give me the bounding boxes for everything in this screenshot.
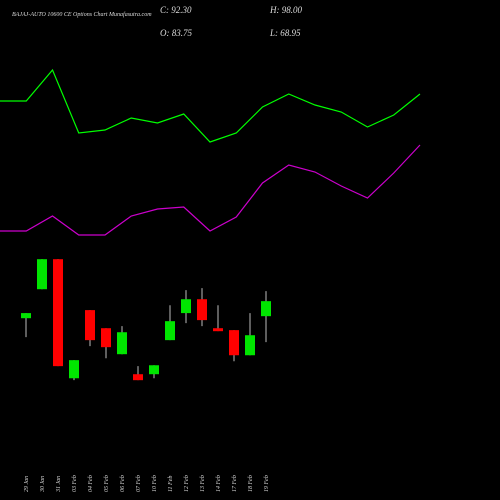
candle-body [261, 301, 271, 317]
x-tick-label: 11 Feb [168, 476, 174, 492]
candle-body [213, 328, 223, 332]
x-tick-label: 30 Jan [40, 476, 46, 493]
info-label: C: 92.30 [160, 5, 192, 15]
candle-body [149, 365, 159, 375]
candle-body [245, 335, 255, 356]
candle-body [21, 313, 31, 319]
candle-body [101, 328, 111, 348]
candle-body [133, 374, 143, 381]
candle-body [37, 259, 47, 290]
candle-body [85, 310, 95, 341]
candle-body [117, 332, 127, 355]
x-tick-label: 18 Feb [248, 475, 254, 492]
x-tick-label: 10 Feb [152, 475, 158, 492]
x-tick-label: 05 Feb [104, 475, 110, 492]
x-tick-label: 19 Feb [264, 475, 270, 492]
candle-body [165, 321, 175, 341]
x-tick-label: 31 Jan [56, 476, 62, 493]
candle-body [229, 330, 239, 356]
chart-title: BAJAJ-AUTO 10600 CE Options Chart Munafa… [12, 11, 152, 18]
x-tick-label: 03 Feb [72, 475, 78, 492]
candle-body [53, 259, 63, 367]
x-tick-label: 07 Feb [136, 475, 142, 492]
info-label: H: 98.00 [269, 5, 302, 15]
x-tick-label: 12 Feb [184, 475, 190, 492]
candle-body [69, 360, 79, 379]
indicator-line [0, 68, 421, 143]
info-label: L: 68.95 [269, 28, 301, 38]
x-tick-label: 17 Feb [232, 475, 238, 492]
x-tick-label: 14 Feb [215, 475, 222, 492]
x-tick-label: 06 Feb [120, 475, 126, 492]
indicator-line [0, 144, 421, 236]
x-tick-label: 29 Jan [24, 476, 30, 492]
x-tick-label: 13 Feb [200, 475, 206, 492]
candle-body [181, 299, 191, 314]
info-label: O: 83.75 [160, 28, 192, 38]
candle-body [197, 299, 207, 321]
x-tick-label: 04 Feb [87, 475, 94, 492]
